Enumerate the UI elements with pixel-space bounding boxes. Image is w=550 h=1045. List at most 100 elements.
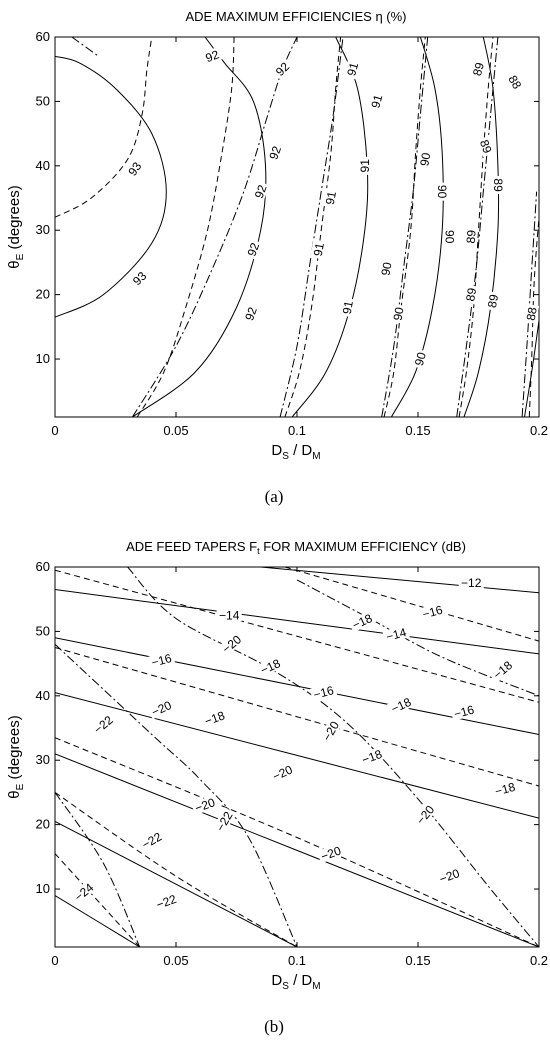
contour-label: 91 [343,58,361,80]
contour-label: 92 [201,46,223,66]
contour-label-background [271,57,294,80]
contour-line-solid [390,37,444,417]
contour-label: 91 [367,90,385,112]
contour-label-background [411,800,438,829]
contour-label-text: 91 [358,159,372,173]
contour-label-background [491,176,505,195]
y-tick-label: 60 [36,559,50,574]
chart-panel-b: ADE FEED TAPERS Ft FOR MAXIMUM EFFICIENC… [6,539,548,1036]
contour-line-dashed [55,737,539,947]
contour-line-solid [55,753,539,947]
contour-line-solid [55,589,539,655]
contour-label-text: −14 [219,608,240,622]
contour-label-background [89,711,117,738]
contour-label-background [251,180,270,203]
contour-label-text: −22 [154,892,178,912]
y-axis-label: θE (degrees) [6,715,26,798]
contour-label: 92 [243,238,263,261]
chart-panel-a: ADE MAXIMUM EFFICIENCIES η (%) 939392929… [6,9,548,506]
panel-caption: (b) [264,1017,284,1036]
contour-label: −18 [491,779,519,799]
contour-label-text: 92 [245,241,263,259]
plot-frame [54,36,540,418]
contour-label-background [357,746,386,767]
contour-label-background [212,807,236,836]
contour-label: 93 [124,157,145,180]
contour-label-text: 89 [477,138,495,156]
contour-label-background [200,707,229,729]
contour-line-dashdot [71,37,99,57]
contour-label-background [411,348,429,370]
contour-label-background [357,156,371,175]
contour-label-background [505,70,526,93]
contour-label-background [463,227,478,247]
contour-label: 92 [271,57,294,80]
contour-label-text: 91 [323,190,339,206]
y-label-tail: (degrees) [6,715,23,783]
contour-label: 88 [505,70,526,93]
title-post: FOR MAXIMUM EFFICIENCY (dB) [260,539,466,554]
contour-label-text: 92 [204,47,222,65]
contour-label: 90 [435,182,450,201]
contour-line-solid [260,567,539,594]
y-tick-label: 20 [36,817,50,832]
contour-line-dashed [284,37,342,417]
panel-caption: (a) [265,487,284,506]
contour-label-background [190,794,219,816]
contour-label: −20 [316,842,345,864]
contour-label-background [137,828,166,853]
contour-label-text: 91 [368,93,385,110]
contour-label-background [147,650,176,670]
contour-label: 91 [322,187,339,208]
contour-label: −20 [318,716,343,746]
contour-label: 92 [265,142,284,164]
contour-label-background [488,656,517,683]
contour-label-background [316,842,345,864]
contour-label-text: −16 [452,702,476,721]
x-label-sub2: M [312,981,320,992]
contour-line-dashed [458,37,494,417]
contour-line-solid [55,820,298,947]
contour-label-text: −12 [461,576,482,590]
contour-label-text: 88 [505,73,524,92]
x-label-sub: S [282,981,289,992]
contour-label-text: −18 [493,780,517,799]
contour-label-background [124,157,145,180]
contour-label-text: 90 [378,261,394,277]
x-tick-label: 0.15 [405,423,430,438]
contour-label: −18 [386,693,415,717]
x-tick-label: 0.1 [288,953,306,968]
contour-label-text: −20 [438,866,462,886]
y-label-main: θ [6,260,23,268]
contour-label-background [477,135,496,158]
contour-label: −12 [458,576,484,590]
contour-label: 90 [416,149,433,170]
contour-line-dashdot [456,37,499,417]
contour-label-text: 90 [391,306,407,322]
contour-label: −14 [382,624,410,644]
contour-label: 89 [469,58,487,80]
contour-label-background [443,227,457,246]
contour-label: −20 [411,800,438,829]
contour-label-text: 93 [125,159,144,178]
x-tick-label: 0.2 [530,423,548,438]
contour-line-dashed [55,853,141,947]
contour-label-background [243,238,263,261]
contour-layer: −12−14−14−16−16−16−16−18−18 −18−18−18−18−… [55,567,539,947]
contour-label-background [458,576,484,590]
x-label-sep: / [289,442,302,459]
contour-label-background [435,865,464,887]
contour-label-background [201,46,223,66]
contour-line-dashdot [127,567,539,947]
contour-line-dashed [284,567,539,642]
contour-label-background [491,779,519,799]
contour-label-background [310,239,327,260]
x-label-sub2: M [312,451,320,462]
contour-line-solid [55,637,539,735]
contour-label-background [523,303,539,324]
contour-label: −18 [200,707,229,729]
contour-label-text: −16 [150,651,174,670]
contour-label-background [217,630,246,657]
x-label-sub: S [282,451,289,462]
contour-label-background [147,697,176,720]
